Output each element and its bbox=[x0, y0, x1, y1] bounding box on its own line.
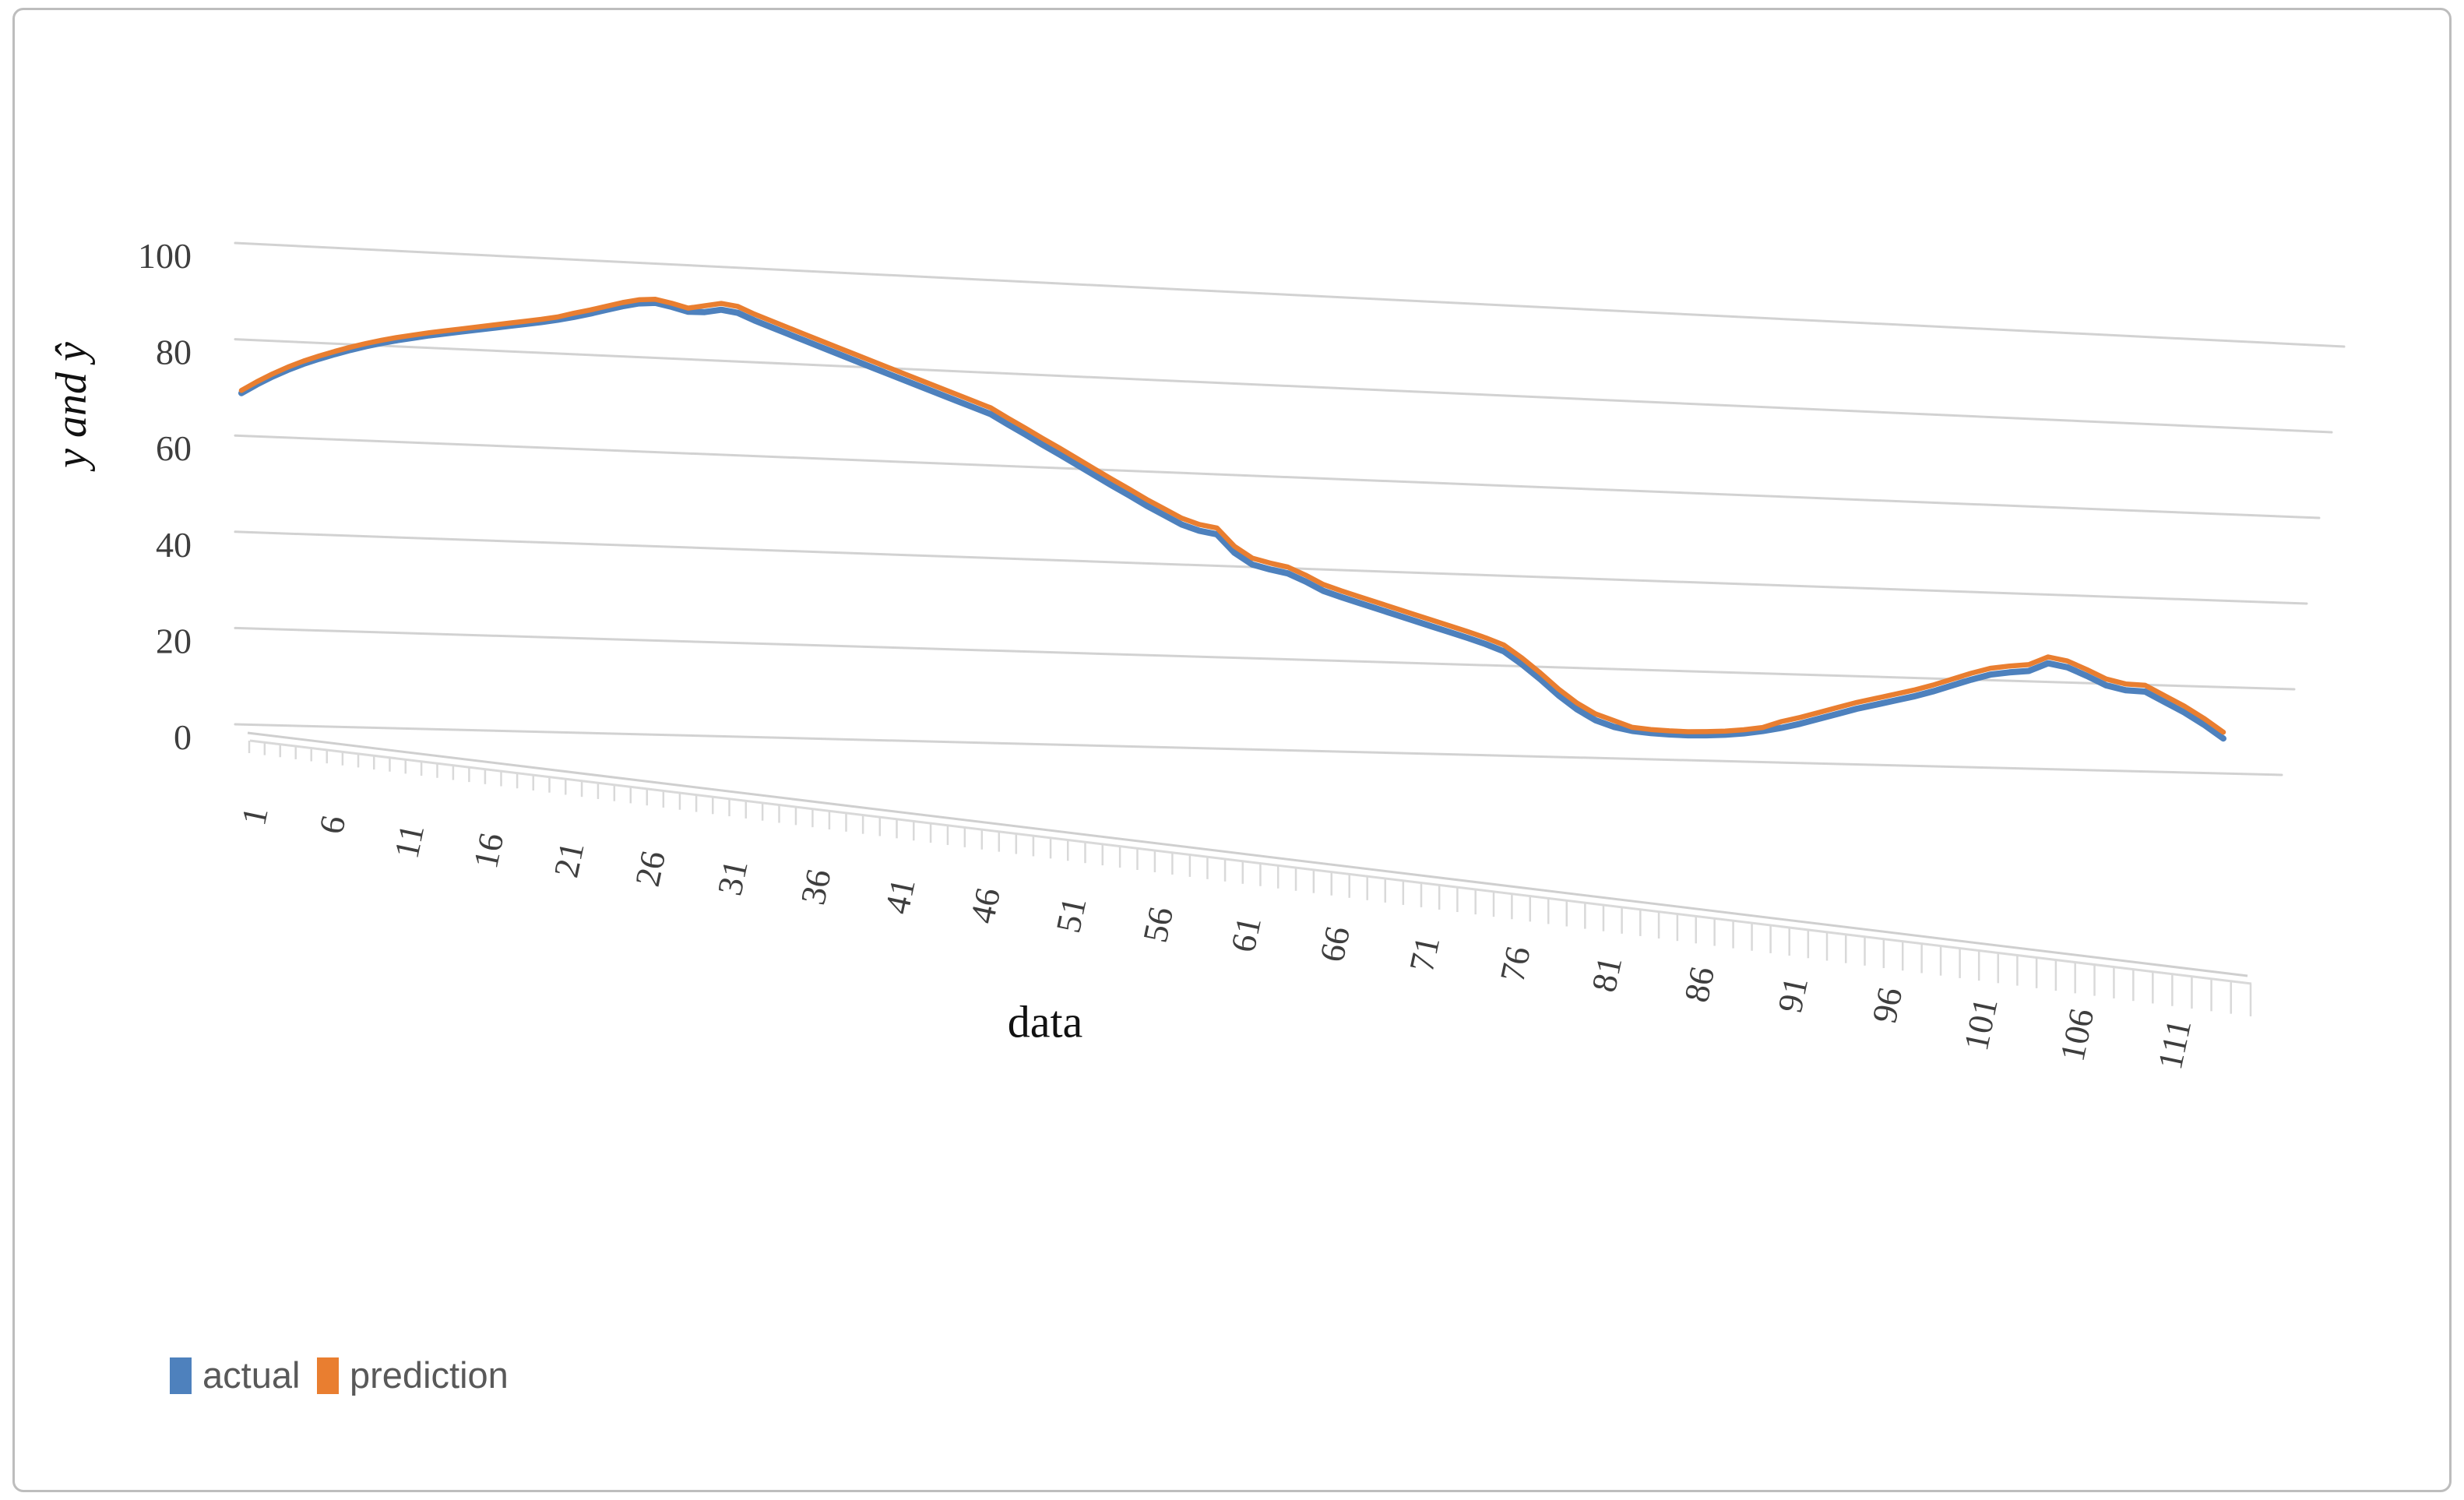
x-tick-label-66: 66 bbox=[1312, 923, 1357, 965]
x-tick-label-91: 91 bbox=[1770, 974, 1815, 1016]
x-tick-label-96: 96 bbox=[1864, 984, 1910, 1026]
x-tick-label-111: 111 bbox=[2150, 1016, 2198, 1072]
x-tick-label-11: 11 bbox=[386, 821, 431, 862]
x-axis-title: data bbox=[1007, 996, 1083, 1048]
x-tick-label-21: 21 bbox=[546, 839, 591, 881]
gridline-y100 bbox=[234, 241, 2346, 348]
y-tick-label-100: 100 bbox=[138, 236, 192, 276]
x-tick-label-61: 61 bbox=[1223, 913, 1269, 955]
gridline-y60 bbox=[234, 434, 2321, 519]
x-tick-label-106: 106 bbox=[2053, 1005, 2102, 1065]
legend-swatch-actual bbox=[170, 1357, 192, 1394]
gridline-y0 bbox=[234, 723, 2283, 776]
series-actual-line bbox=[238, 299, 2226, 742]
y-tick-label-20: 20 bbox=[156, 621, 192, 660]
x-tick-label-31: 31 bbox=[710, 857, 755, 899]
x-tick-label-86: 86 bbox=[1677, 963, 1722, 1005]
x-tick-label-51: 51 bbox=[1048, 894, 1093, 936]
legend-swatch-prediction bbox=[317, 1357, 339, 1394]
x-tick-label-26: 26 bbox=[628, 847, 673, 889]
x-axis-edge-line bbox=[247, 731, 2248, 977]
y-axis-title: y and ŷ bbox=[48, 342, 96, 468]
x-axis-edge-line-2 bbox=[249, 739, 2252, 985]
x-tick-label-46: 46 bbox=[963, 885, 1008, 927]
x-tick-label-16: 16 bbox=[466, 829, 511, 871]
gridline-y20 bbox=[234, 626, 2296, 691]
x-tick-label-36: 36 bbox=[793, 866, 838, 908]
y-tick-label-40: 40 bbox=[156, 525, 192, 565]
x-tick-label-56: 56 bbox=[1135, 903, 1181, 945]
series-prediction-line bbox=[238, 297, 2226, 735]
x-tick-label-41: 41 bbox=[878, 875, 923, 917]
legend-item-prediction: prediction bbox=[317, 1354, 509, 1397]
y-tick-label-80: 80 bbox=[156, 333, 192, 372]
x-tick-label-76: 76 bbox=[1493, 943, 1538, 985]
x-tick-label-81: 81 bbox=[1584, 953, 1629, 995]
legend-label-actual: actual bbox=[202, 1354, 301, 1396]
y-tick-label-60: 60 bbox=[156, 428, 192, 468]
x-tick-label-71: 71 bbox=[1402, 933, 1447, 975]
x-tick-label-101: 101 bbox=[1956, 995, 2005, 1054]
legend-label-prediction: prediction bbox=[350, 1354, 509, 1396]
legend-item-actual: actual bbox=[170, 1354, 300, 1397]
legend: actual prediction bbox=[0, 1354, 2464, 1400]
y-tick-label-0: 0 bbox=[174, 717, 192, 757]
x-tick-label-1: 1 bbox=[234, 804, 276, 829]
gridline-y80 bbox=[234, 338, 2333, 434]
x-tick-label-6: 6 bbox=[312, 812, 354, 837]
